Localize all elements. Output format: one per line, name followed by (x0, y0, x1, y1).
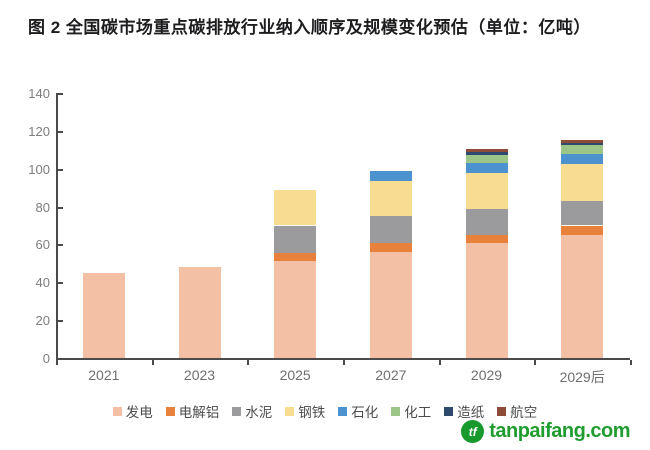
legend-swatch-icon (165, 406, 175, 416)
y-axis-tick (58, 320, 63, 323)
x-axis-tick (343, 360, 345, 365)
legend-item-钢铁: 钢铁 (285, 401, 325, 421)
bar-segment-发电-2029 (465, 242, 508, 358)
x-axis-label-2023: 2023 (183, 367, 216, 383)
bar-segment-钢铁-2025 (274, 189, 317, 226)
x-axis-label-2029: 2029 (470, 367, 503, 383)
bar-segment-化工-2029 (465, 154, 508, 164)
y-axis-tick (58, 244, 63, 247)
chart-title: 图 2 全国碳市场重点碳排放行业纳入顺序及规模变化预估（单位：亿吨） (28, 18, 591, 37)
bar-segment-电解铝-2029后 (561, 225, 604, 235)
legend-item-发电: 发电 (112, 401, 153, 421)
y-axis-tick-label: 140 (28, 86, 50, 101)
bar-segment-发电-2029后 (561, 234, 604, 358)
y-axis-tick (58, 130, 63, 133)
legend-swatch-icon (285, 406, 295, 416)
bar-segment-钢铁-2029后 (561, 163, 604, 201)
y-axis-tick-label: 0 (42, 351, 50, 366)
legend-label: 钢铁 (298, 405, 326, 420)
legend-item-化工: 化工 (391, 401, 431, 421)
legend-label: 发电 (125, 405, 153, 420)
legend-swatch-icon (391, 406, 401, 416)
x-axis-label-2021: 2021 (88, 367, 120, 383)
bar-segment-发电-2025 (274, 261, 317, 358)
x-axis-tick (151, 360, 154, 365)
y-axis-tick-label: 40 (35, 275, 50, 291)
bar-segment-造纸-2029 (465, 151, 508, 155)
legend-label: 造纸 (457, 405, 485, 420)
y-axis-tick-label: 20 (35, 313, 50, 329)
legend-label: 水泥 (245, 405, 273, 420)
bar-segment-水泥-2027 (369, 216, 412, 244)
bar-segment-航空-2029后 (561, 140, 604, 144)
bar-segment-发电-2023 (178, 267, 221, 358)
bar-segment-水泥-2029 (465, 209, 508, 235)
x-axis-line (56, 358, 630, 360)
y-axis-line (56, 93, 58, 360)
y-axis-tick-label: 60 (35, 237, 50, 253)
x-axis-label-2029后: 2029后 (559, 369, 605, 385)
legend-item-电解铝: 电解铝 (165, 401, 220, 421)
y-axis-tick (58, 282, 63, 285)
legend-swatch-icon (497, 406, 507, 416)
legend-item-航空: 航空 (497, 401, 537, 421)
x-axis-tick (56, 360, 58, 365)
legend-swatch-icon (444, 406, 454, 416)
y-axis-tick (58, 93, 63, 95)
legend-swatch-icon (232, 406, 242, 416)
legend-label: 化工 (404, 405, 432, 420)
watermark-text: tanpaifang.com (489, 420, 630, 442)
legend-label: 航空 (510, 405, 538, 420)
bar-segment-电解铝-2025 (274, 252, 317, 262)
bar-segment-石化-2029后 (561, 153, 604, 164)
legend-label: 电解铝 (178, 405, 220, 420)
y-axis-tick (58, 168, 63, 171)
legend-swatch-icon (112, 406, 122, 416)
bar-segment-水泥-2025 (274, 225, 317, 253)
x-axis-label-2025: 2025 (279, 367, 311, 383)
legend-item-造纸: 造纸 (444, 401, 484, 421)
y-axis-tick (58, 358, 63, 360)
chart-legend: 发电 电解铝 水泥 钢铁 石化 化工 造纸 航空 (0, 401, 650, 421)
legend-item-水泥: 水泥 (232, 401, 272, 421)
y-axis-tick-label: 120 (28, 123, 50, 139)
bar-segment-钢铁-2027 (369, 181, 412, 217)
x-axis-tick (438, 360, 441, 365)
x-axis-tick (247, 360, 250, 365)
legend-label: 石化 (351, 405, 379, 420)
y-axis-tick-label: 80 (35, 199, 50, 215)
bar-segment-发电-2021 (82, 272, 125, 358)
y-axis-tick-label: 100 (28, 161, 50, 177)
bar-segment-水泥-2029后 (561, 200, 604, 226)
x-axis-label-2027: 2027 (375, 367, 407, 383)
bar-segment-石化-2027 (369, 170, 412, 181)
bar-segment-发电-2027 (369, 252, 412, 358)
bar-segment-航空-2029 (465, 148, 508, 152)
x-axis-tick (534, 360, 537, 365)
x-axis-tick (630, 360, 632, 365)
tanpaifang-logo-icon: tf (461, 420, 485, 443)
bar-segment-石化-2029 (465, 163, 508, 174)
bar-segment-造纸-2029后 (561, 143, 604, 146)
bar-segment-电解铝-2029 (465, 234, 508, 243)
y-axis-tick (58, 206, 63, 209)
bar-segment-化工-2029后 (561, 145, 604, 154)
legend-swatch-icon (338, 406, 348, 416)
watermark: tf tanpaifang.com (461, 420, 630, 443)
bar-segment-电解铝-2027 (369, 243, 412, 252)
legend-item-石化: 石化 (338, 401, 378, 421)
bar-segment-钢铁-2029 (465, 173, 508, 210)
